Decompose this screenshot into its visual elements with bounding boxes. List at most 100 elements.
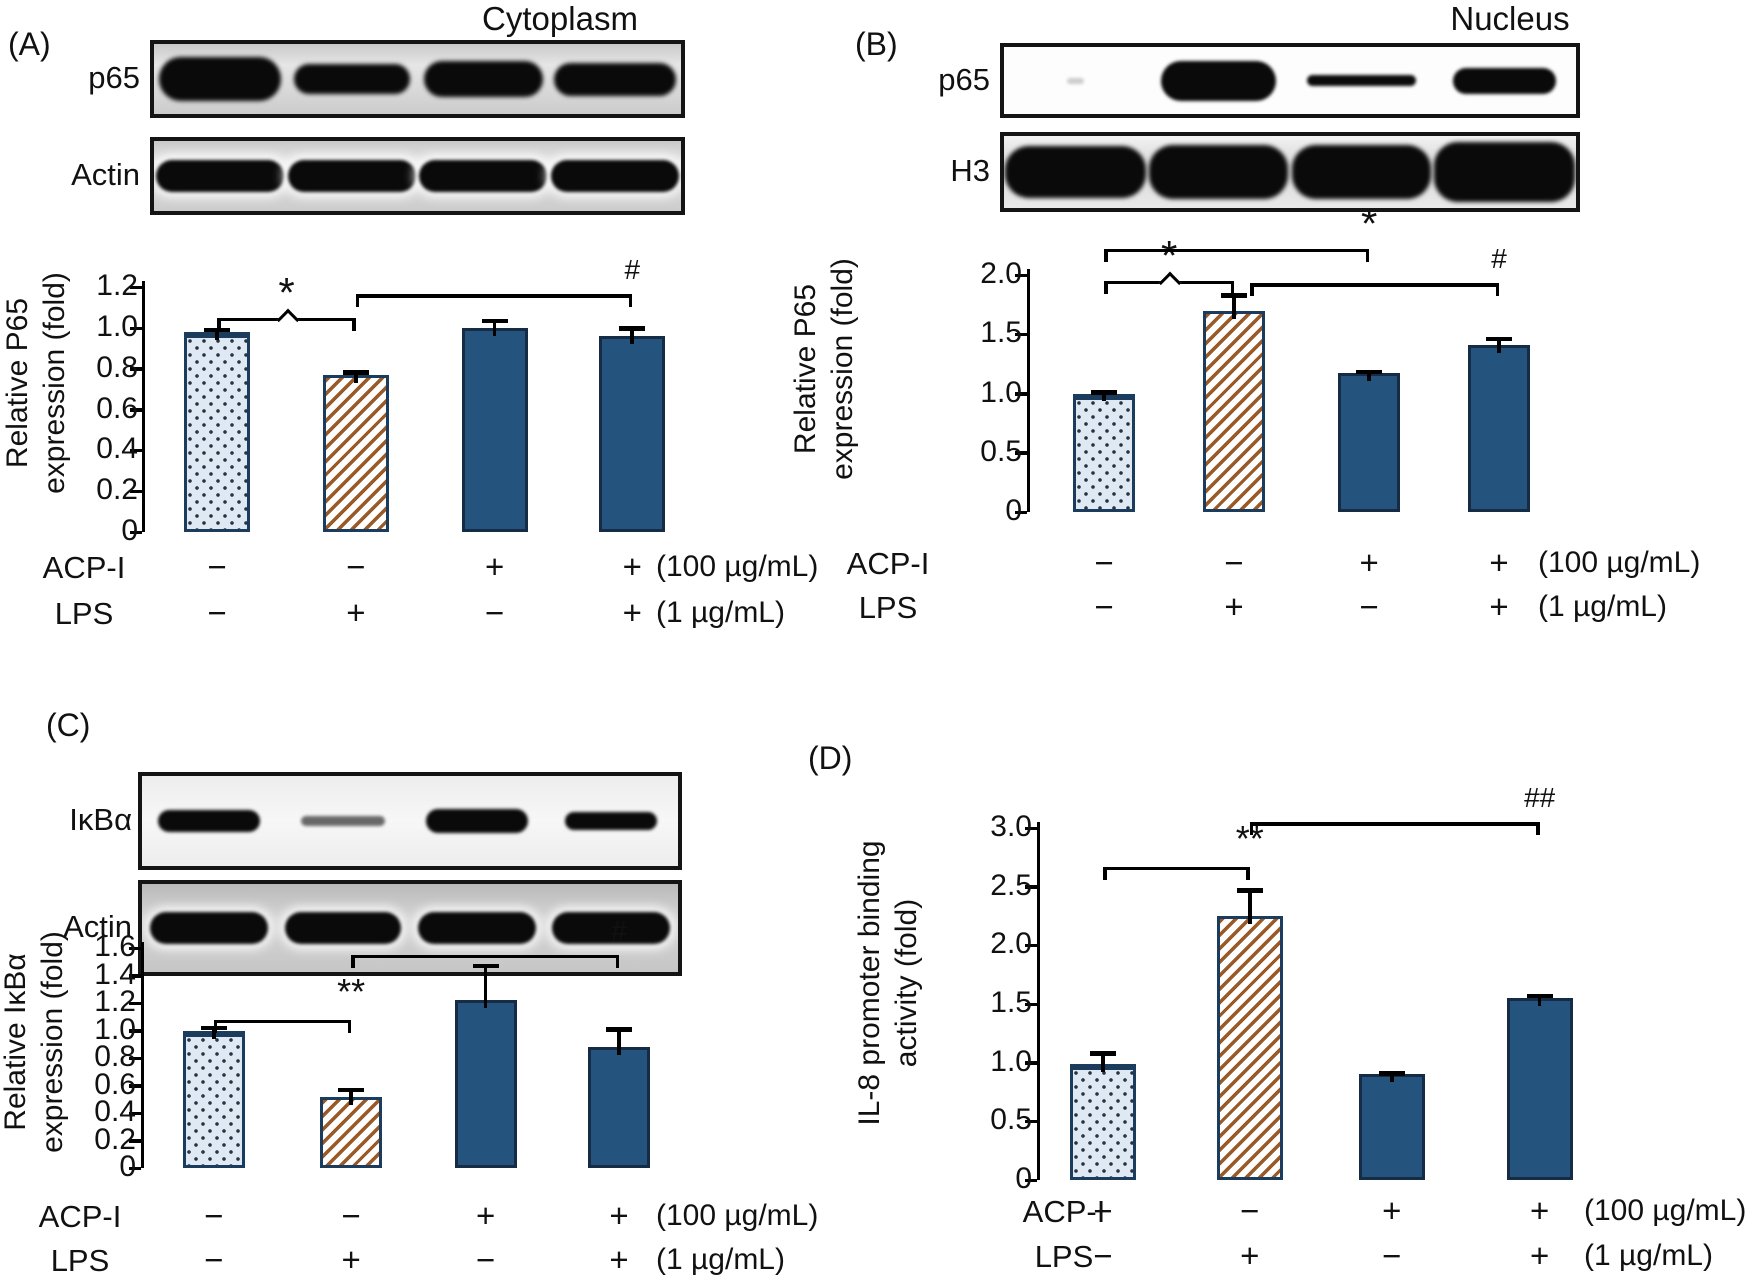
- y-tick-label: 0.5: [990, 1103, 1032, 1137]
- treatment-sign: −: [207, 548, 227, 585]
- y-tick-mark: [130, 448, 142, 453]
- y-tick-mark: [1015, 332, 1027, 337]
- sig-bracket-line: [1249, 822, 1540, 826]
- panel-a-cytoplasm: Cytoplasm (A) p65 Actin Relative P65 expressi…: [0, 0, 818, 645]
- error-bar-cap: [342, 370, 369, 375]
- y-tick-label: 1.6: [94, 930, 136, 963]
- bar-solid: [1506, 998, 1573, 1180]
- y-tick-mark: [1015, 273, 1027, 277]
- y-tick-mark: [1025, 943, 1037, 948]
- y-tick-label: 3.0: [990, 810, 1032, 844]
- treatment-sign: +: [1359, 544, 1379, 581]
- y-tick-mark: [1025, 1061, 1037, 1065]
- y-tick-label: 1.0: [990, 1044, 1032, 1078]
- error-bar-cap: [1091, 390, 1118, 395]
- sig-bracket-line: [1104, 248, 1370, 253]
- sig-bracket-line: [355, 294, 633, 298]
- y-tick-label: 1.5: [980, 316, 1022, 350]
- error-bar-cap: [1236, 888, 1263, 893]
- y-tick-label: 0.5: [980, 434, 1022, 468]
- y-tick-label: 2.5: [990, 868, 1032, 902]
- treatment-sign: −: [1094, 588, 1114, 625]
- treatment-unit: (100 µg/mL): [1584, 1194, 1747, 1227]
- error-bar-cap: [1486, 336, 1513, 342]
- y-axis-title: IL-8 promoter binding activity (fold): [851, 803, 925, 1163]
- treatment-unit: (1 µg/mL): [656, 596, 785, 629]
- treatment-sign: −: [346, 548, 366, 585]
- treatment-unit: (100 µg/mL): [656, 1199, 819, 1232]
- panel-c-ikba: (C) IκBα Actin Relative IκBα expression (fol…: [0, 645, 818, 1278]
- sig-symbol: ##: [1524, 782, 1556, 814]
- error-bar-line: [1537, 995, 1542, 1007]
- sig-bracket-end: [1249, 822, 1254, 836]
- error-bar-line: [1247, 890, 1252, 925]
- sig-symbol: *: [1361, 199, 1378, 247]
- treatment-sign: +: [1224, 588, 1244, 625]
- sig-bracket-end: [217, 317, 221, 331]
- y-axis-title-line: Relative P65: [1, 297, 34, 468]
- treatment-sign: +: [341, 1241, 361, 1278]
- sig-bracket-end: [347, 1019, 352, 1033]
- y-tick-mark: [130, 408, 142, 412]
- sig-bracket-end: [1536, 822, 1540, 836]
- blot-band: [551, 160, 680, 192]
- western-blot-strip: [150, 40, 685, 118]
- sig-symbol: #: [611, 914, 627, 946]
- blot-band: [301, 816, 385, 826]
- error-bar-line: [492, 320, 497, 336]
- panel-label: (B): [855, 26, 898, 62]
- y-tick-label: 1.4: [94, 957, 136, 991]
- sig-bracket-end: [351, 954, 355, 968]
- treatment-sign: −: [1093, 1237, 1113, 1274]
- bar-dotted: [182, 1030, 245, 1168]
- y-tick-label: 0.4: [94, 1095, 136, 1128]
- sig-bracket-end: [352, 317, 356, 331]
- bar-solid: [454, 1000, 517, 1168]
- blot-band: [424, 61, 543, 97]
- blot-row-label: p65: [938, 61, 990, 97]
- y-tick-label: 0: [1015, 1162, 1032, 1195]
- blot-band: [287, 160, 416, 192]
- treatment-row-label: LPS: [858, 590, 918, 625]
- error-bar-line: [1232, 295, 1236, 319]
- blot-band: [418, 912, 536, 944]
- treatment-sign: +: [609, 1241, 629, 1278]
- treatment-sign: −: [485, 594, 505, 631]
- error-bar-line: [354, 372, 358, 383]
- treatment-sign: +: [1382, 1192, 1402, 1229]
- error-bar-cap: [1356, 369, 1383, 375]
- treatment-row-label: LPS: [50, 1243, 110, 1278]
- error-bar-line: [1102, 392, 1106, 402]
- blot-band: [1066, 77, 1085, 84]
- blot-band: [1292, 145, 1431, 199]
- treatment-unit: (1 µg/mL): [1584, 1239, 1713, 1272]
- y-axis-title-line: activity (fold): [890, 898, 923, 1067]
- sig-bracket-end: [1250, 283, 1254, 297]
- sig-bracket-line: [213, 1019, 352, 1023]
- blot-band: [552, 912, 670, 944]
- error-bar-line: [1367, 371, 1371, 382]
- western-blot-strip: [150, 137, 685, 215]
- y-axis-line: [140, 942, 144, 1168]
- y-tick-mark: [129, 946, 141, 950]
- sig-symbol: #: [624, 254, 641, 286]
- y-tick-mark: [1015, 392, 1027, 396]
- treatment-sign: −: [1224, 544, 1244, 581]
- treatment-sign: −: [207, 594, 227, 631]
- panel-label: (D): [808, 740, 853, 776]
- y-tick-mark: [129, 1029, 141, 1033]
- y-axis-title-line: Relative IκBα: [0, 952, 32, 1131]
- error-bar-line: [630, 328, 635, 345]
- treatment-sign: +: [1240, 1237, 1260, 1274]
- bar-solid: [461, 328, 528, 532]
- treatment-sign: +: [622, 594, 642, 631]
- treatment-sign: +: [609, 1197, 629, 1234]
- y-tick-mark: [129, 1056, 141, 1060]
- blot-row-label: Actin: [71, 157, 140, 192]
- treatment-sign: −: [475, 1241, 496, 1278]
- y-tick-mark: [130, 326, 142, 330]
- y-tick-label: 1.0: [94, 1012, 136, 1046]
- sig-bracket-line: [1103, 866, 1250, 871]
- sig-symbol: #: [1491, 243, 1507, 275]
- sig-symbol: **: [337, 970, 366, 1012]
